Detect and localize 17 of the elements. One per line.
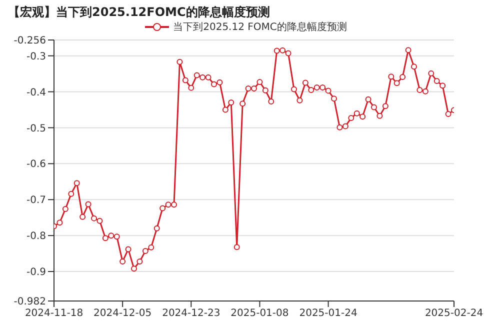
legend-label: 当下到2025.12 FOMC的降息幅度预测 [173,20,347,34]
y-tick-label: -0.256 [14,36,46,47]
y-tick-label: -0.6 [26,159,46,170]
x-tick-label: 2024-11-18 [24,308,84,320]
y-tick-label: -0.5 [26,123,46,134]
x-tick-label: 2024-12-23 [162,308,220,320]
y-tick-label: -0.3 [26,51,46,62]
y-tick-label: -0.7 [26,195,46,206]
y-tick-label: -0.8 [26,231,46,242]
y-tick-label: -0.9 [26,267,46,278]
x-tick-label: 2024-12-05 [94,308,152,320]
y-tick-label: -0.4 [26,87,46,98]
y-tick-label: -0.982 [14,296,46,308]
chart-title: 【宏观】当下到2025.12FOMC的降息幅度预测 [8,4,271,20]
x-tick-label: 2025-01-24 [299,308,358,320]
x-tick-label: 2025-02-24 [424,308,484,320]
x-tick-label: 2025-01-08 [230,308,289,320]
